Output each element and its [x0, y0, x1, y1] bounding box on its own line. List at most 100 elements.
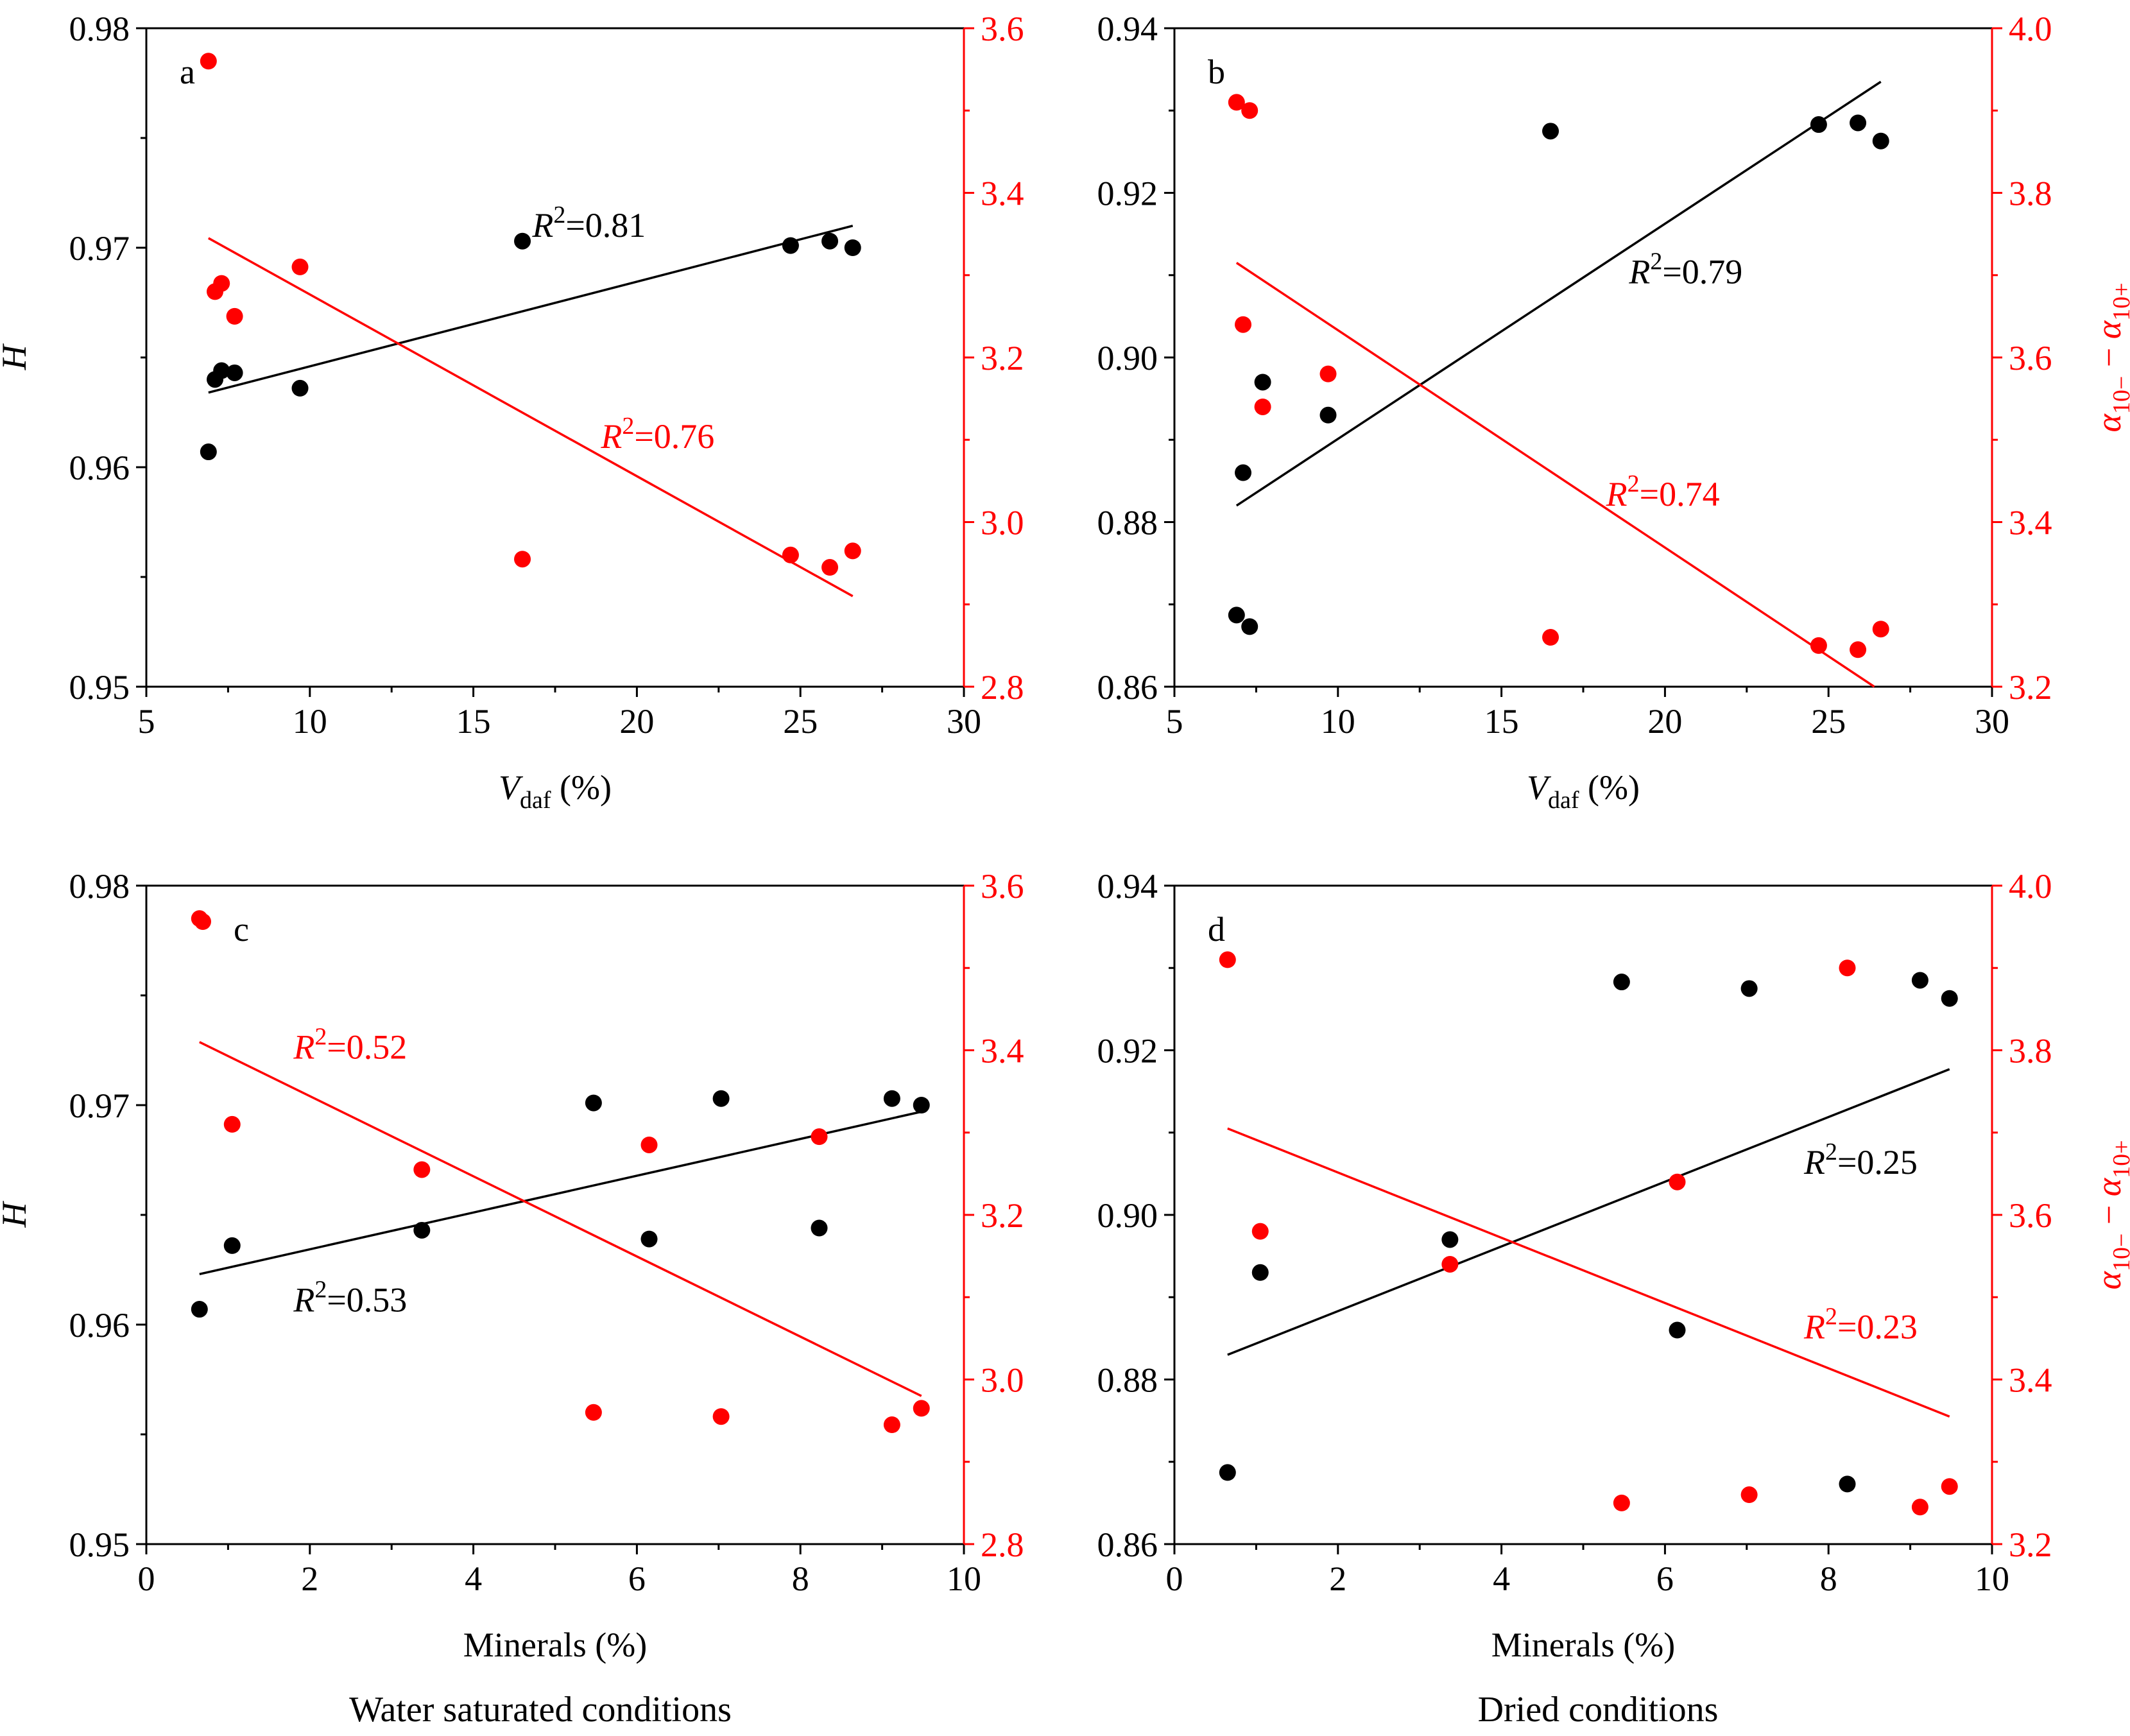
fit-line-h [199, 1110, 922, 1276]
caption-dried: Dried conditions [1478, 1690, 1719, 1730]
data-point-alpha [1441, 1255, 1459, 1273]
x-tick-label: 25 [1811, 702, 1846, 741]
panel-label: b [1208, 53, 1225, 91]
data-point-alpha [712, 1408, 730, 1425]
data-point-h [1251, 1264, 1269, 1281]
data-point-alpha [811, 1128, 828, 1146]
y-right-tick-label: 2.8 [981, 1525, 1024, 1564]
data-point-h [811, 1219, 828, 1237]
y-right-tick-label: 3.4 [2009, 504, 2052, 542]
data-point-alpha [1254, 398, 1271, 415]
data-point-h [640, 1230, 658, 1248]
y-left-tick-label: 0.97 [69, 229, 130, 268]
data-point-h [223, 1237, 241, 1254]
y-right-tick-label: 3.6 [981, 10, 1024, 48]
caption-water-saturated: Water saturated conditions [349, 1690, 732, 1730]
y-left-tick-label: 0.95 [69, 1525, 130, 1564]
x-tick-label: 0 [1166, 1560, 1183, 1598]
data-point-h [1669, 1321, 1686, 1339]
data-point-h [1542, 123, 1559, 140]
data-point-alpha [1241, 102, 1258, 119]
data-point-h [291, 379, 309, 397]
x-tick-label: 25 [783, 702, 818, 741]
x-tick-label: 20 [1647, 702, 1682, 741]
x-tick-label: 5 [138, 702, 155, 741]
y-right-tick-label: 3.6 [981, 867, 1024, 906]
data-point-h [1441, 1231, 1459, 1248]
r2-label: R2=0.52 [293, 1023, 407, 1066]
data-point-h [913, 1097, 930, 1113]
data-point-h [1241, 618, 1258, 635]
data-point-h [1219, 1464, 1236, 1481]
data-point-alpha [226, 307, 243, 325]
y-right-tick-label: 3.8 [2009, 1032, 2052, 1070]
y-right-tick-label: 3.2 [981, 1196, 1024, 1235]
y-left-tick-label: 0.94 [1097, 10, 1158, 48]
data-point-h [1319, 406, 1337, 424]
data-point-alpha [782, 546, 799, 563]
y-right-tick-label: 3.6 [2009, 1196, 2052, 1235]
x-tick-label: 10 [293, 702, 327, 741]
data-point-h [1839, 1475, 1856, 1493]
data-point-h [1740, 980, 1758, 997]
data-point-alpha [1219, 951, 1236, 968]
data-point-h [712, 1090, 730, 1107]
data-point-alpha [913, 1400, 930, 1417]
data-point-alpha [1542, 629, 1559, 646]
panel-label: c [234, 910, 249, 949]
data-point-alpha [223, 1115, 241, 1133]
x-tick-label: 6 [628, 1560, 646, 1598]
data-point-alpha [1850, 641, 1867, 658]
data-point-h [213, 362, 230, 379]
data-point-alpha [1941, 1478, 1958, 1495]
panel-c: 0 2 4 6 8 10 0.95 0.96 0.97 0.98 2.8 3.0 3.2 3.4 3.6 Mi… [0, 867, 1024, 1664]
data-point-h [1254, 374, 1271, 391]
y-left-tick-label: 0.97 [69, 1087, 130, 1125]
y-right-tick-label: 3.4 [981, 1032, 1024, 1070]
data-point-alpha [1613, 1494, 1630, 1511]
y-right-tick-label: 3.2 [2009, 1525, 2052, 1564]
y-right-tick-label: 4.0 [2009, 10, 2052, 48]
x-tick-label: 20 [619, 702, 654, 741]
data-point-alpha [1872, 621, 1889, 638]
data-point-h [413, 1221, 431, 1239]
panel-label: d [1208, 910, 1225, 949]
x-tick-label: 30 [1975, 702, 2009, 741]
r2-label: R2=0.25 [1803, 1139, 1918, 1182]
fit-line-h [208, 225, 854, 394]
data-point-alpha [1911, 1499, 1928, 1516]
data-point-alpha [821, 559, 839, 576]
data-point-h [1872, 132, 1889, 150]
r2-label: R2=0.53 [293, 1276, 407, 1319]
y-left-tick-label: 0.98 [69, 10, 130, 48]
data-point-h [514, 232, 531, 250]
x-axis-label: Vdaf (%) [1527, 768, 1640, 814]
data-point-alpha [200, 53, 217, 70]
y-right-tick-label: 3.4 [981, 175, 1024, 213]
x-tick-label: 2 [1329, 1560, 1346, 1598]
data-point-alpha [291, 258, 309, 275]
x-tick-label: 8 [792, 1560, 809, 1598]
data-point-h [226, 364, 243, 381]
y-right-tick-label: 4.0 [2009, 867, 2052, 906]
data-point-alpha [413, 1161, 431, 1178]
data-point-h [883, 1090, 900, 1107]
x-axis-label: Vdaf (%) [499, 768, 612, 814]
x-tick-label: 10 [1975, 1560, 2009, 1598]
fit-line-alpha [207, 237, 854, 597]
y-left-tick-label: 0.92 [1097, 1032, 1158, 1070]
data-point-h [1911, 972, 1928, 989]
data-point-h [1228, 606, 1245, 624]
panel-b: 5 10 15 20 25 30 0.86 0.88 0.90 0.92 0.94 3.2 3.4 3.6… [1097, 10, 2130, 814]
y-left-tick-label: 0.96 [69, 449, 130, 487]
data-point-h [585, 1094, 602, 1112]
x-tick-label: 4 [1493, 1560, 1510, 1598]
data-point-alpha [883, 1416, 900, 1434]
y-right-axis-label: α10− − α10+ [2090, 1140, 2130, 1289]
x-tick-label: 10 [1321, 702, 1355, 741]
x-tick-label: 4 [465, 1560, 482, 1598]
y-left-tick-label: 0.98 [69, 867, 130, 906]
data-point-h [191, 1301, 208, 1318]
data-point-alpha [1839, 959, 1856, 977]
